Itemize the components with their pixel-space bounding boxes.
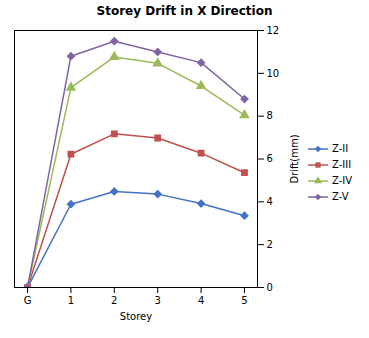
svg-text:5: 5 bbox=[241, 295, 247, 306]
html-text:Z-II: Z-II bbox=[332, 143, 349, 154]
html-text:Storey Drift in X Direction: Storey Drift in X Direction bbox=[96, 4, 273, 18]
svg-text:4: 4 bbox=[198, 295, 204, 306]
svg-text:1: 1 bbox=[68, 295, 74, 306]
html-text:Z-IV: Z-IV bbox=[332, 175, 353, 186]
svg-text:2: 2 bbox=[267, 239, 273, 250]
svg-text:10: 10 bbox=[267, 68, 280, 79]
html-text:Z-V: Z-V bbox=[332, 191, 349, 202]
svg-text:2: 2 bbox=[111, 295, 117, 306]
svg-text:4: 4 bbox=[267, 196, 273, 207]
svg-text:Storey: Storey bbox=[120, 311, 152, 322]
svg-text:G: G bbox=[24, 295, 32, 306]
svg-text:3: 3 bbox=[155, 295, 161, 306]
svg-text:0: 0 bbox=[267, 282, 273, 293]
svg-text:Drift(mm): Drift(mm) bbox=[289, 134, 300, 183]
html-text:Z-III: Z-III bbox=[332, 159, 352, 170]
svg-text:12: 12 bbox=[267, 25, 280, 36]
svg-text:6: 6 bbox=[267, 153, 273, 164]
svg-text:8: 8 bbox=[267, 110, 273, 121]
